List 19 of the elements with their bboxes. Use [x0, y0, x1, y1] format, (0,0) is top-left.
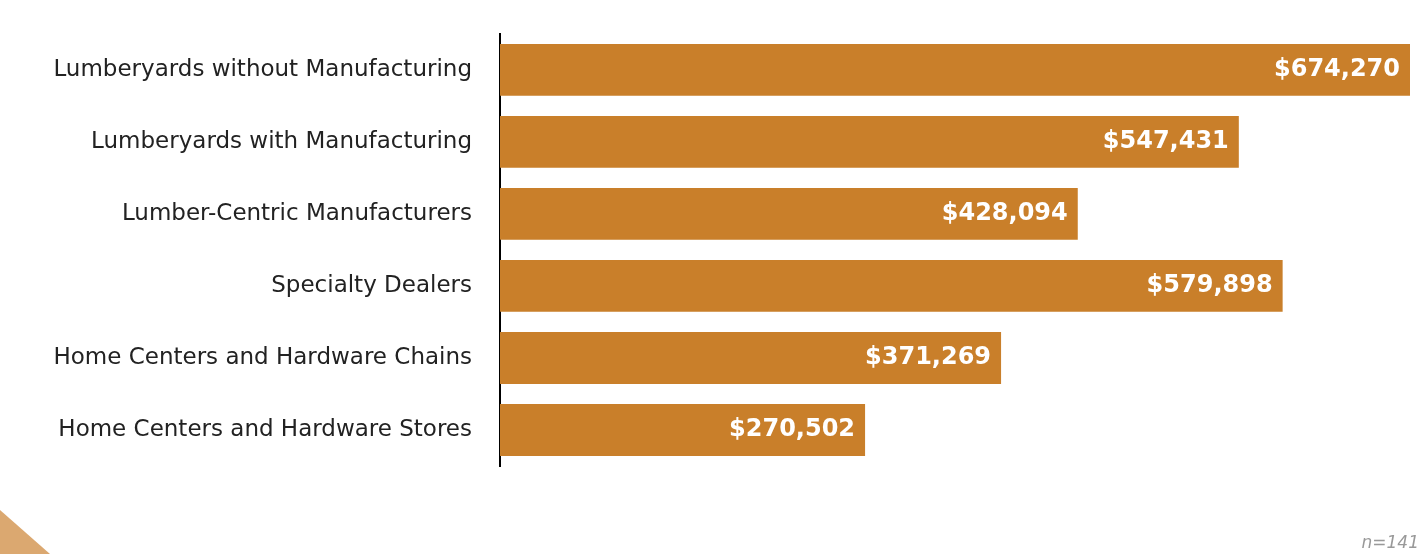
bar [500, 404, 866, 456]
data-label: $371,269 [865, 342, 992, 371]
data-label: $547,431 [1102, 126, 1229, 155]
bar [500, 115, 1239, 168]
y-tick-label: Lumber-Centric Manufacturers [121, 198, 472, 225]
bar [500, 43, 1410, 96]
y-tick-label: Specialty Dealers [271, 270, 472, 297]
y-tick-label: Lumberyards with Manufacturing [91, 126, 472, 153]
y-tick-label: Home Centers and Hardware Stores [58, 414, 472, 441]
data-label: $579,898 [1146, 270, 1273, 299]
data-label: $674,270 [1273, 54, 1400, 83]
data-label: $270,502 [729, 414, 856, 443]
bar [500, 259, 1283, 312]
bar [500, 332, 1002, 384]
bar [500, 187, 1078, 240]
y-tick-label: Lumberyards without Manufacturing [53, 54, 472, 81]
data-label: $428,094 [941, 198, 1068, 227]
y-tick-label: Home Centers and Hardware Chains [53, 342, 472, 369]
text: n=141 [1361, 532, 1419, 552]
